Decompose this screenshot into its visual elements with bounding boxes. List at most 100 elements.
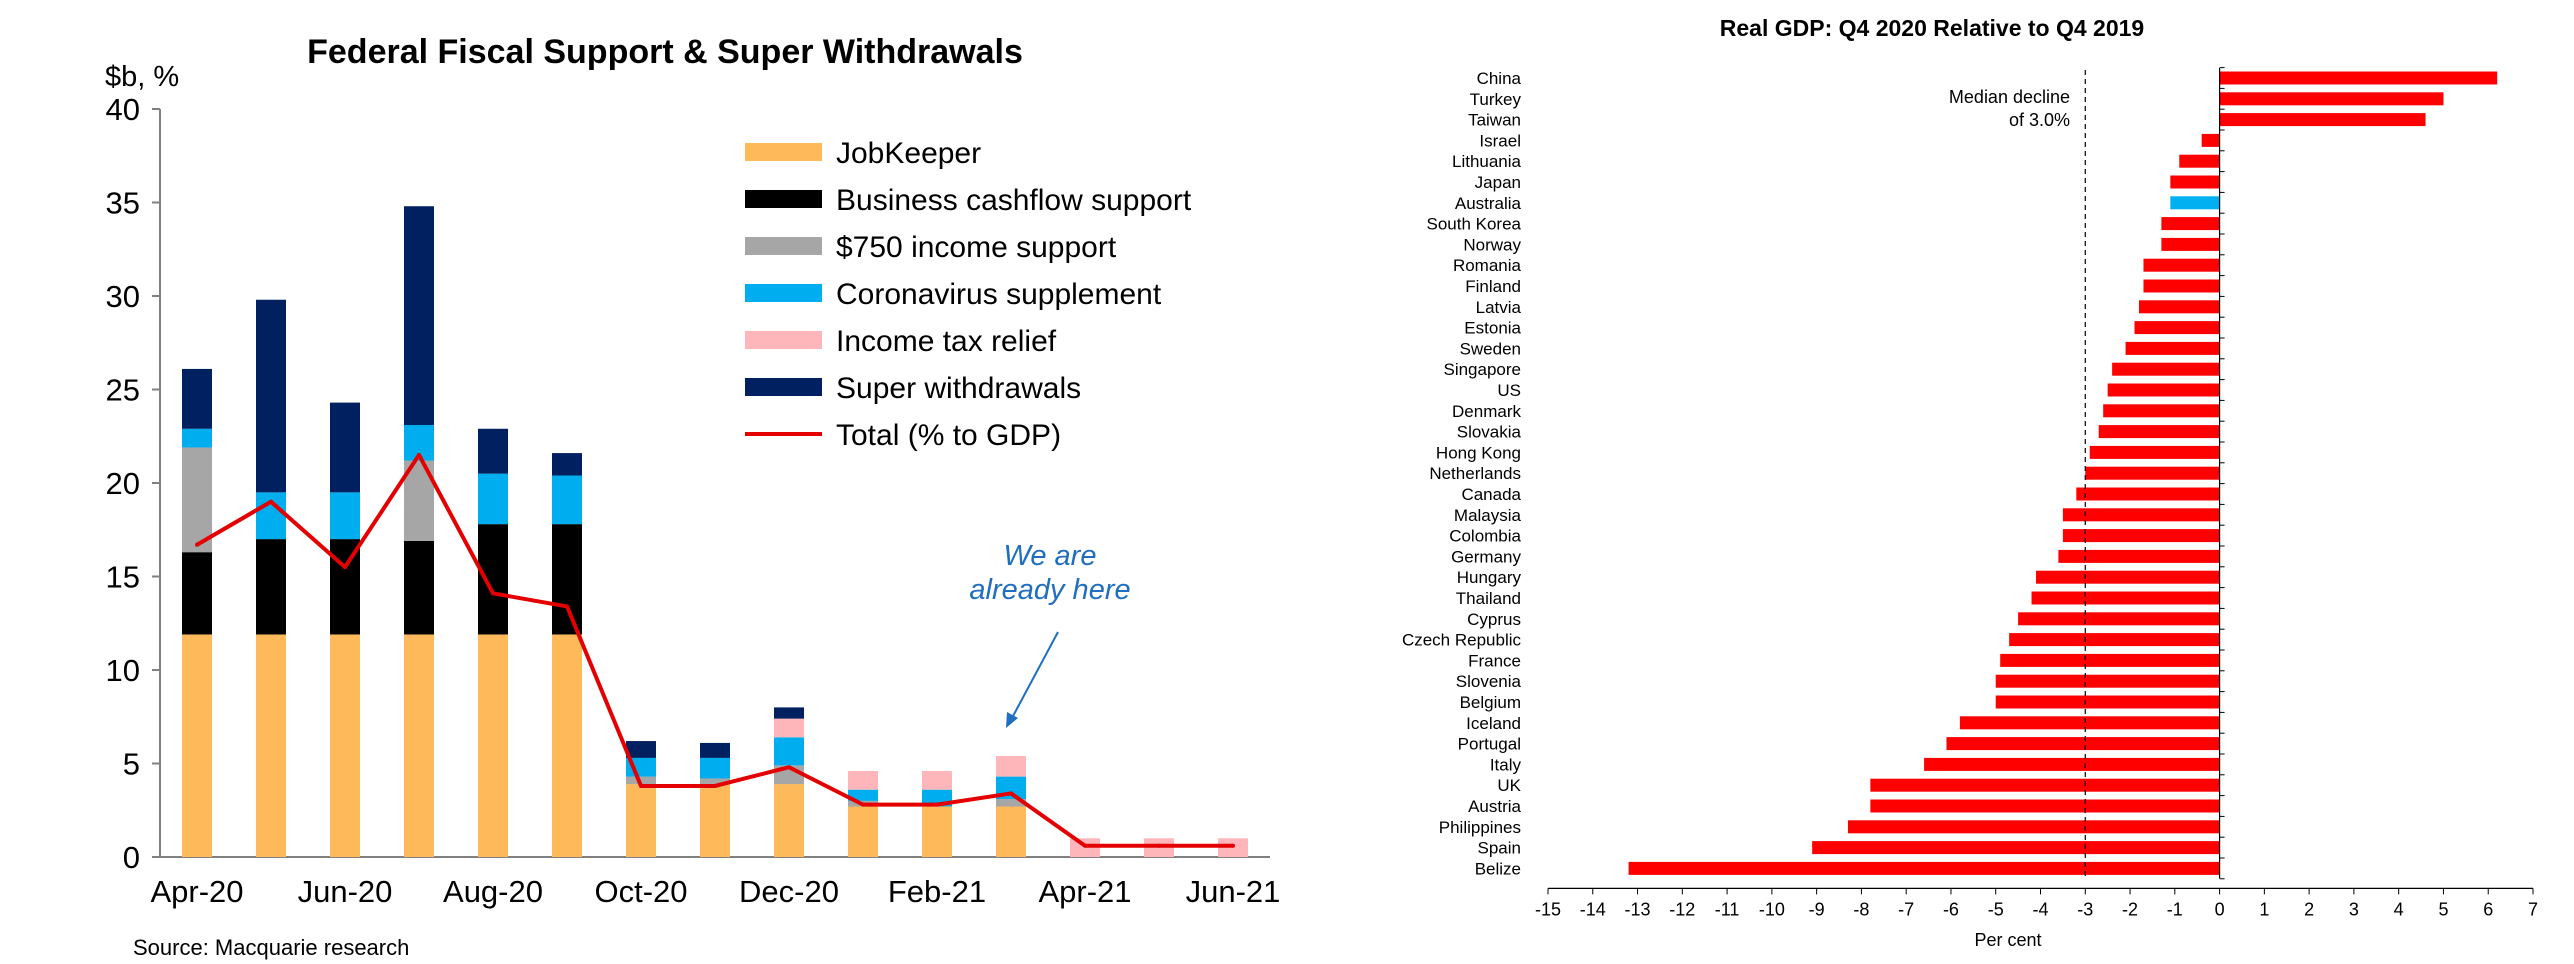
bar-segment-income-tax-relief <box>922 770 952 790</box>
x-tick-label: -14 <box>1580 899 1606 919</box>
x-tick-label: -6 <box>1943 899 1959 919</box>
gdp-chart: Real GDP: Q4 2020 Relative to Q4 2019 Ch… <box>1402 15 2538 950</box>
gdp-bar-malaysia <box>2062 508 2220 522</box>
fiscal-support-chart: Federal Fiscal Support & Super Withdrawa… <box>105 33 1281 960</box>
country-label: Belize <box>1475 859 1521 878</box>
x-tick-label: -4 <box>2032 899 2048 919</box>
gdp-bar-singapore <box>2112 362 2220 376</box>
country-label: Thailand <box>1456 589 1521 608</box>
y-tick-label: 25 <box>106 373 140 408</box>
x-tick-label: -9 <box>1809 899 1825 919</box>
x-tick-label: 0 <box>2215 899 2225 919</box>
legend-swatch <box>745 190 822 208</box>
country-label: Lithuania <box>1452 152 1522 171</box>
annotation-arrow <box>1011 631 1059 719</box>
gdp-bar-slovenia <box>1995 674 2220 688</box>
x-tick-label: Jun-21 <box>1186 874 1281 909</box>
bar-segment-jobkeeper <box>182 634 212 857</box>
country-label: Slovenia <box>1456 672 1522 691</box>
gdp-bar-latvia <box>2139 300 2220 314</box>
gdp-bar-israel <box>2201 133 2220 147</box>
country-label: UK <box>1497 776 1521 795</box>
legend-label: JobKeeper <box>836 137 981 170</box>
country-label: Hungary <box>1457 568 1522 587</box>
y-tick-label: 20 <box>106 466 140 501</box>
total-gdp-point <box>343 565 347 570</box>
gdp-bar-estonia <box>2134 321 2220 335</box>
gdp-bar-sweden <box>2125 341 2220 355</box>
gdp-bar-us <box>2107 383 2220 397</box>
gdp-bar-spain <box>1812 841 2220 855</box>
x-tick-label: 2 <box>2304 899 2314 919</box>
country-label: Norway <box>1463 235 1521 254</box>
country-label: US <box>1497 381 1521 400</box>
gdp-bar-netherlands <box>2085 466 2220 480</box>
bar-segment-business-cashflow-support <box>404 540 434 635</box>
bar-segment-super-withdrawals <box>404 206 434 426</box>
gdp-bar-hungary <box>2036 570 2220 584</box>
x-tick-label: -3 <box>2077 899 2093 919</box>
x-tick-label: -11 <box>1715 899 1740 919</box>
country-label: Portugal <box>1458 735 1521 754</box>
bar-segment-super-withdrawals <box>256 299 286 493</box>
legend-swatch <box>745 331 822 349</box>
country-label: Denmark <box>1452 402 1521 421</box>
x-tick-label: Dec-20 <box>739 874 839 909</box>
x-tick-label: -13 <box>1625 899 1651 919</box>
gdp-bar-australia <box>2170 196 2220 210</box>
bar-segment-coronavirus-supplement <box>774 737 804 766</box>
y-tick-label: 30 <box>106 279 140 314</box>
bar-segment--750-income-support <box>626 776 656 785</box>
gdp-bar-colombia <box>2062 529 2220 543</box>
gdp-bar-denmark <box>2103 404 2220 418</box>
country-label: Turkey <box>1470 90 1522 109</box>
gdp-bar-austria <box>1870 799 2220 813</box>
gdp-bar-philippines <box>1847 820 2220 834</box>
gdp-bar-thailand <box>2031 591 2220 605</box>
median-label-1: Median decline <box>1949 87 2070 107</box>
gdp-chart-title: Real GDP: Q4 2020 Relative to Q4 2019 <box>1720 15 2144 41</box>
annotation-text-2: already here <box>969 574 1130 606</box>
bar-segment-business-cashflow-support <box>256 539 286 635</box>
country-label: Spain <box>1478 839 1521 858</box>
gdp-bar-canada <box>2076 487 2220 501</box>
country-label: Latvia <box>1476 298 1522 317</box>
country-label: Sweden <box>1460 339 1521 358</box>
y-tick-label: 5 <box>123 747 140 782</box>
legend-swatch <box>745 143 822 161</box>
y-tick-label: 15 <box>106 560 140 595</box>
bar-segment-coronavirus-supplement <box>848 789 878 801</box>
x-tick-label: -2 <box>2122 899 2138 919</box>
bar-segment-income-tax-relief <box>774 718 804 738</box>
bar-segment-jobkeeper <box>330 634 360 857</box>
country-label: Romania <box>1453 256 1522 275</box>
total-gdp-point <box>1157 843 1161 848</box>
chart-title: Federal Fiscal Support & Super Withdrawa… <box>307 33 1023 71</box>
gdp-bar-italy <box>1924 757 2220 771</box>
bar-segment-coronavirus-supplement <box>552 475 582 525</box>
y-tick-label: 40 <box>106 92 140 127</box>
legend-swatch <box>745 237 822 255</box>
total-gdp-point <box>639 783 643 788</box>
country-label: China <box>1477 69 1522 88</box>
country-label: Japan <box>1475 173 1521 192</box>
bar-segment-jobkeeper <box>700 784 730 857</box>
x-tick-label: Aug-20 <box>443 874 543 909</box>
x-tick-label: -8 <box>1853 899 1869 919</box>
x-tick-label: -5 <box>1988 899 2004 919</box>
gdp-bar-belgium <box>1995 695 2220 709</box>
total-gdp-point <box>861 802 865 807</box>
country-label: Belgium <box>1460 693 1521 712</box>
y-axis-label: $b, % <box>105 61 179 93</box>
legend-swatch <box>745 378 822 396</box>
country-label: South Korea <box>1426 215 1521 234</box>
source-note: Source: Macquarie research <box>133 935 409 960</box>
total-gdp-point <box>491 591 495 596</box>
country-label: Austria <box>1468 797 1521 816</box>
total-gdp-point <box>713 783 717 788</box>
bar-segment-jobkeeper <box>626 784 656 857</box>
gdp-bar-germany <box>2058 549 2220 563</box>
y-tick-label: 35 <box>106 186 140 221</box>
x-tick-label: -15 <box>1535 899 1561 919</box>
gdp-bar-lithuania <box>2179 154 2220 168</box>
